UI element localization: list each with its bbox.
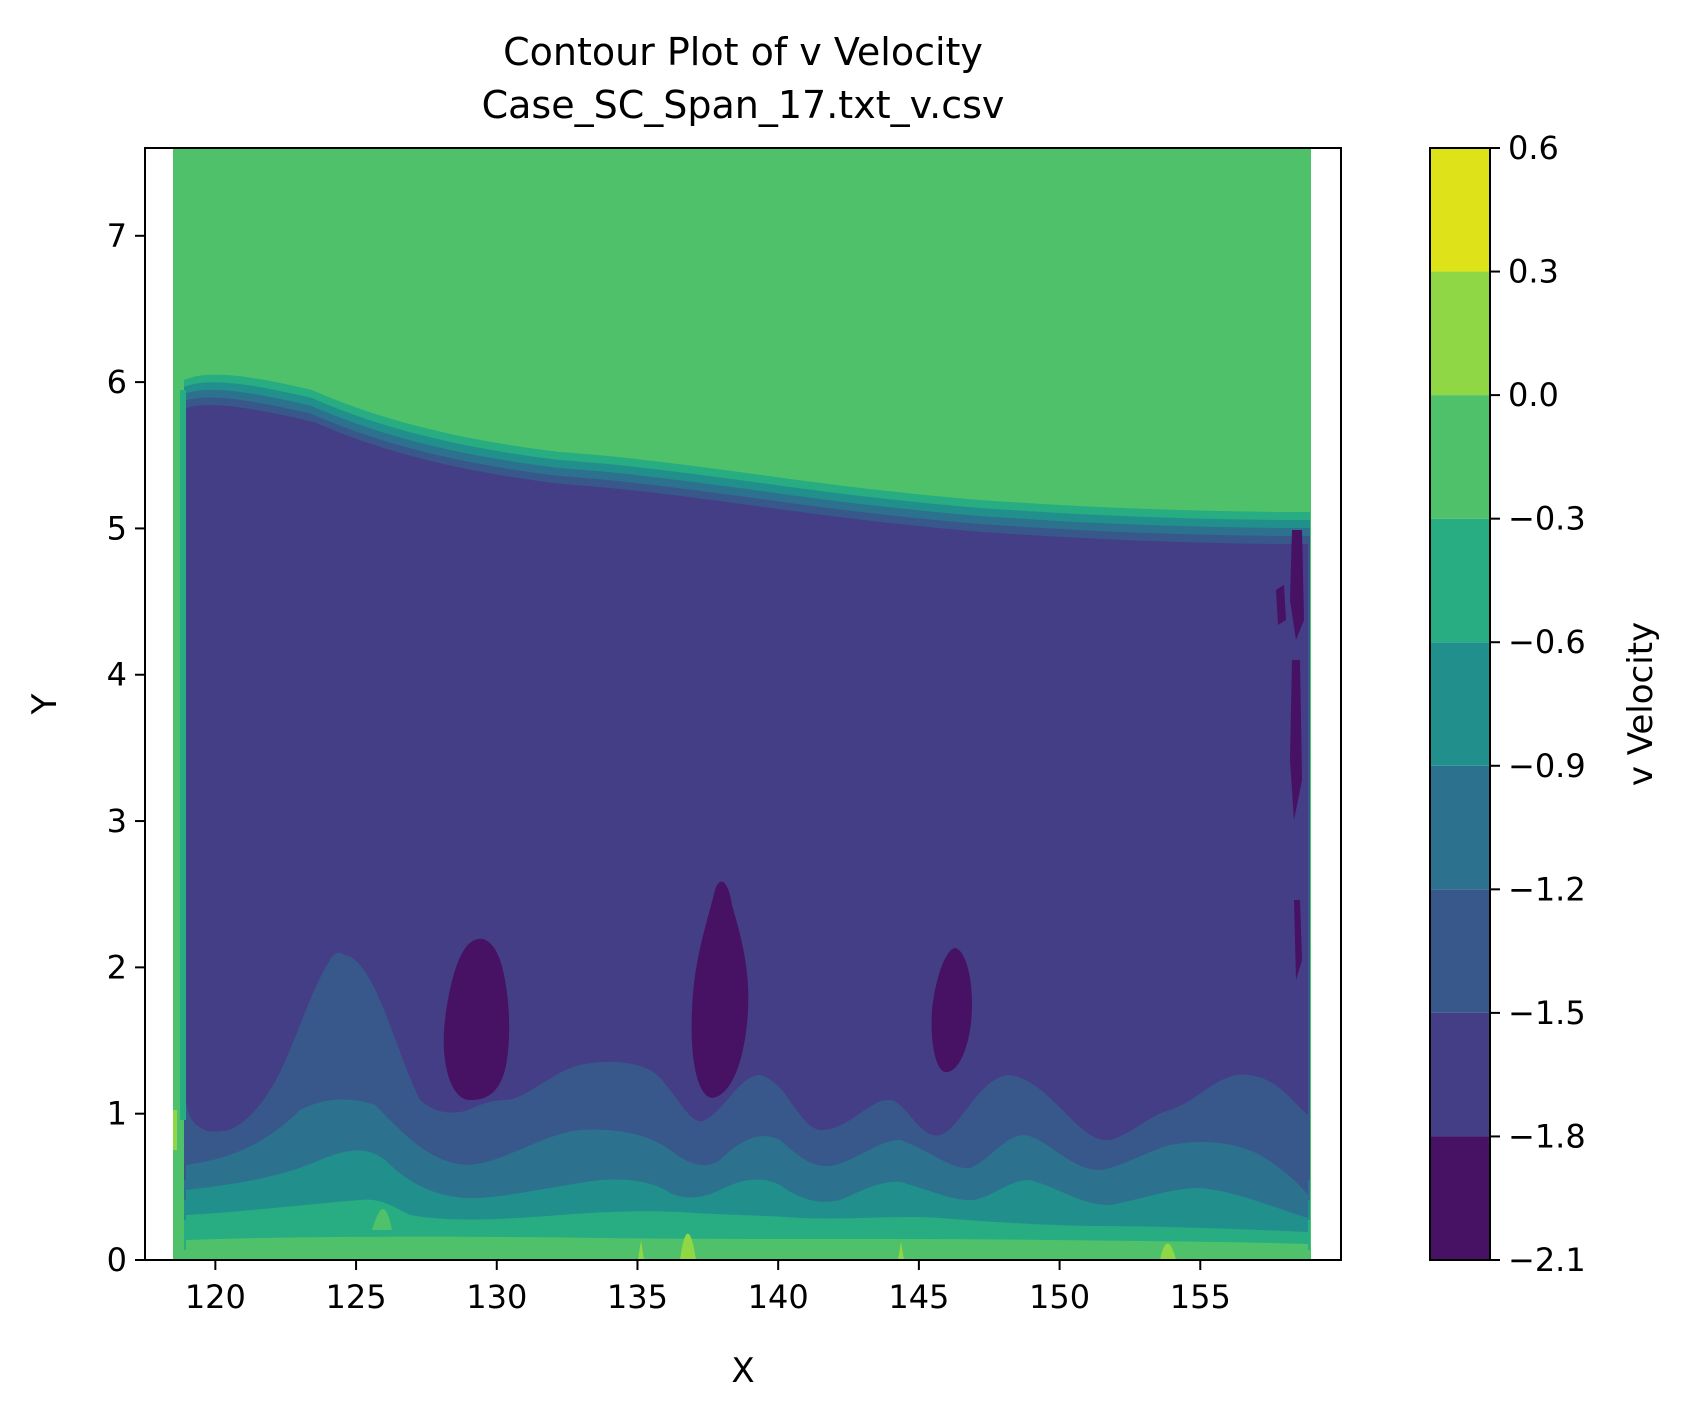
x-tick-label: 130: [466, 1278, 527, 1316]
wall-band-free-stream: [186, 1236, 1308, 1260]
right-edge-streak-d: [1276, 585, 1286, 625]
wall-peak-153: [1160, 1243, 1176, 1260]
right-edge-streak-c: [1294, 900, 1302, 980]
y-tick-label: 1: [107, 1095, 127, 1133]
left-edge-tint: [173, 1110, 177, 1150]
colorbar-tick-label: −0.9: [1508, 747, 1586, 785]
x-axis-label: X: [731, 1351, 754, 1391]
x-tick-label: 125: [326, 1278, 387, 1316]
x-axis: 120 125 130 135 140 145 150 155: [185, 1260, 1231, 1316]
colorbar-tick-label: 0.6: [1508, 129, 1559, 167]
colorbar-segment: [1430, 395, 1490, 519]
colorbar-tick-label: −0.6: [1508, 623, 1586, 661]
colorbar-tick-label: −1.8: [1508, 1117, 1586, 1155]
left-edge-inflow-strip: [180, 390, 186, 1120]
colorbar-segment: [1430, 642, 1490, 766]
colorbar-tick-label: −1.5: [1508, 994, 1586, 1032]
y-tick-label: 0: [107, 1241, 127, 1279]
core-129: [443, 938, 510, 1100]
colorbar-segment: [1430, 1012, 1490, 1137]
y-tick-label: 6: [107, 363, 127, 401]
colorbar-tick-label: −0.3: [1508, 500, 1586, 538]
colorbar-tick-label: −2.1: [1508, 1241, 1586, 1279]
y-tick-label: 5: [107, 509, 127, 547]
chart-title: Contour Plot of v Velocity: [503, 30, 983, 74]
y-tick-label: 2: [107, 948, 127, 986]
colorbar-tick-label: 0.3: [1508, 253, 1559, 291]
wall-peak-135: [638, 1240, 644, 1260]
colorbar-segment: [1430, 518, 1490, 643]
colorbar-frame: [1429, 147, 1491, 1261]
right-edge-streak-b: [1290, 660, 1302, 820]
colorbar-segment: [1430, 271, 1490, 396]
x-tick-label: 145: [888, 1278, 949, 1316]
colorbar-segment: [1430, 889, 1490, 1013]
core-146: [931, 948, 972, 1073]
wall-peak-136: [680, 1233, 696, 1260]
x-tick-label: 140: [748, 1278, 809, 1316]
x-tick-label: 155: [1170, 1278, 1231, 1316]
y-axis-label: Y: [25, 693, 65, 715]
colorbar-segment: [1430, 765, 1490, 890]
colorbar-segment: [1430, 1136, 1490, 1260]
wall-peak-144: [898, 1242, 904, 1260]
colorbar-tick-label: 0.0: [1508, 376, 1559, 414]
x-tick-label: 150: [1029, 1278, 1090, 1316]
y-tick-label: 3: [107, 802, 127, 840]
right-edge-streak-a: [1290, 530, 1304, 640]
colorbar-tick-label: −1.2: [1508, 870, 1586, 908]
plot-frame: [144, 147, 1342, 1261]
chart-subtitle: Case_SC_Span_17.txt_v.csv: [482, 83, 1005, 127]
colorbar-segment: [1430, 148, 1490, 272]
x-tick-label: 120: [185, 1278, 246, 1316]
core-138: [691, 881, 749, 1098]
x-tick-label: 135: [607, 1278, 668, 1316]
colorbar-label: v Velocity: [1621, 622, 1661, 786]
wall-peak-126: [372, 1209, 392, 1230]
y-axis: 0 1 2 3 4 5 6 7: [107, 217, 145, 1279]
y-tick-label: 7: [107, 217, 127, 255]
plot-area: [144, 147, 1342, 1261]
y-tick-label: 4: [107, 656, 127, 694]
colorbar: −2.1 −1.8 −1.5 −1.2 −0.9 −0.6 −0.3 0.0 0.3 0.6: [1429, 129, 1586, 1279]
